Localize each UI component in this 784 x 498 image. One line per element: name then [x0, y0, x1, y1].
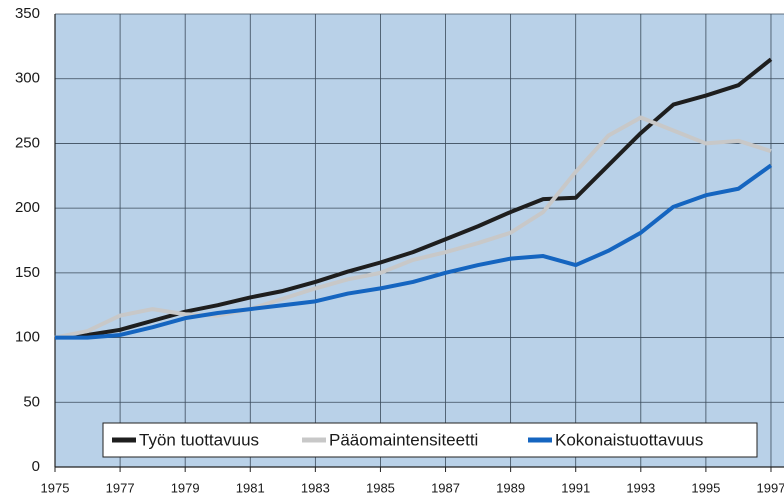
y-tick-label: 100 — [15, 329, 40, 346]
x-tick-label: 1993 — [626, 480, 655, 495]
y-tick-label: 250 — [15, 134, 40, 151]
series-line — [55, 163, 773, 340]
y-tick-label: 0 — [32, 458, 40, 475]
x-tick-label: 1983 — [301, 480, 330, 495]
y-tick-label: 300 — [15, 70, 40, 87]
x-tick-label: 1991 — [561, 480, 590, 495]
plot-area — [55, 14, 784, 467]
y-tick-label: 150 — [15, 264, 40, 281]
legend-label: Kokonaistuottavuus — [555, 430, 703, 449]
series-line — [54, 115, 772, 340]
y-tick-label: 50 — [23, 393, 40, 410]
x-tick-label: 1997 — [757, 480, 784, 495]
x-tick-label: 1989 — [496, 480, 525, 495]
x-tick-label: 1995 — [691, 480, 720, 495]
x-tick-label: 1985 — [366, 480, 395, 495]
legend-box — [102, 422, 758, 458]
legend-label: Työn tuottavuus — [139, 430, 259, 449]
x-tick-label: 1987 — [431, 480, 460, 495]
y-tick-label: 200 — [15, 199, 40, 216]
y-tick-label: 350 — [15, 5, 40, 22]
x-tick-label: 1979 — [171, 480, 200, 495]
x-tick-label: 1977 — [106, 480, 135, 495]
x-tick-label: 1981 — [236, 480, 265, 495]
x-tick-label: 1975 — [41, 480, 70, 495]
legend-label: Pääomaintensiteetti — [329, 430, 478, 449]
